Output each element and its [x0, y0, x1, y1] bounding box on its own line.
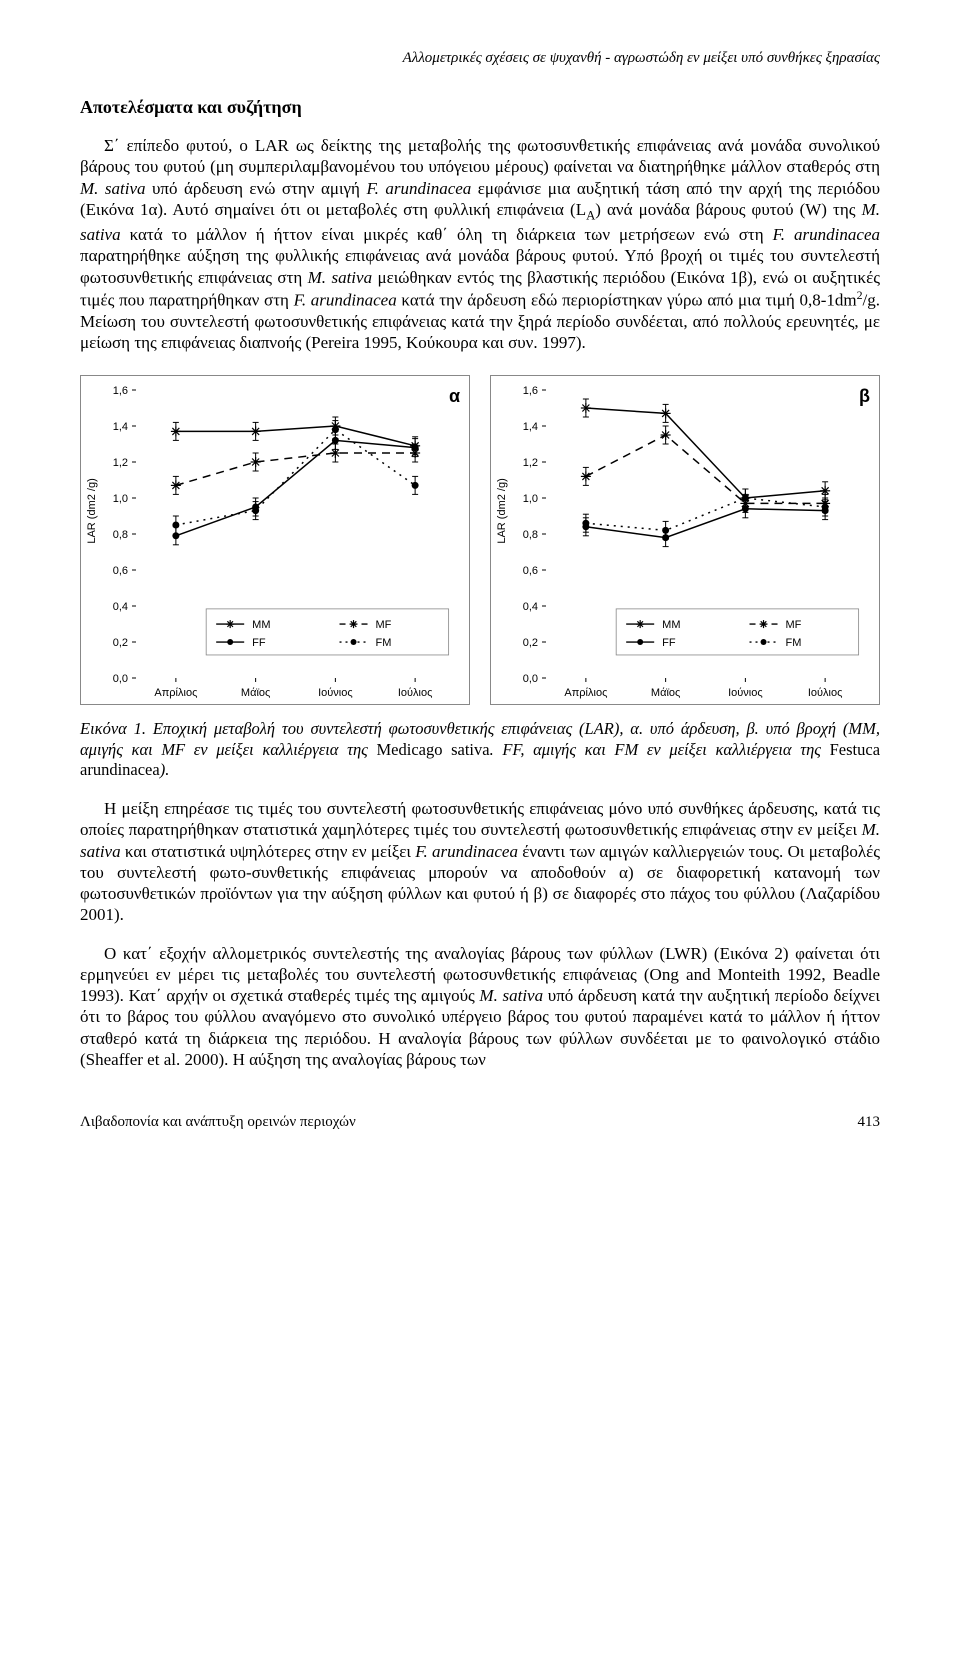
svg-text:0,4: 0,4 [523, 601, 538, 613]
running-head: Αλλομετρικές σχέσεις σε ψυχανθή - αγρωστ… [80, 50, 880, 67]
svg-text:1,0: 1,0 [113, 493, 128, 505]
section-title: Αποτελέσματα και συζήτηση [80, 97, 880, 118]
svg-text:0,4: 0,4 [113, 601, 128, 613]
svg-text:Ιούνιος: Ιούνιος [728, 687, 763, 699]
svg-text:0,2: 0,2 [523, 637, 538, 649]
svg-text:FF: FF [252, 637, 266, 649]
svg-text:FF: FF [662, 637, 676, 649]
figure-1-caption: Εικόνα 1. Εποχική μεταβολή του συντελεστ… [80, 719, 880, 781]
paragraph-3: Ο κατ΄ εξοχήν αλλομετρικός συντελεστής τ… [80, 943, 880, 1071]
svg-text:1,2: 1,2 [113, 457, 128, 469]
paragraph-1: Σ΄ επίπεδο φυτού, ο LAR ως δείκτης της μ… [80, 135, 880, 353]
cap-c: . FF, αμιγής και FM εν μείξει καλλιέργει… [490, 740, 830, 759]
p2-c: και στατιστικά υψηλότερες στην εν μείξει [121, 842, 416, 861]
p3-b: M. sativa [479, 986, 543, 1005]
svg-text:MM: MM [252, 619, 270, 631]
cap-e: ). [160, 760, 170, 779]
svg-text:Ιούλιος: Ιούλιος [808, 687, 843, 699]
chart-panel-a: 0,0 0,2 0,4 0,6 0,8 1,0 1,2 1,4 1,6 Απρίλιος Μάϊος… [80, 375, 470, 705]
svg-text:1,6: 1,6 [113, 385, 128, 397]
svg-text:1,0: 1,0 [523, 493, 538, 505]
svg-text:0,6: 0,6 [523, 565, 538, 577]
svg-text:MF: MF [376, 619, 392, 631]
p1-g: ) ανά μονάδα βάρους φυτού (W) της [595, 200, 861, 219]
p1-l: M. sativa [308, 268, 372, 287]
p1-n: F. arundinacea [294, 290, 397, 309]
svg-text:LAR (dm2 /g): LAR (dm2 /g) [86, 478, 98, 543]
footer-left: Λιβαδοπονία και ανάπτυξη ορεινών περιοχώ… [80, 1114, 356, 1131]
paragraph-2: Η μείξη επηρέασε τις τιμές του συντελεστ… [80, 798, 880, 926]
p1-b: M. sativa [80, 179, 146, 198]
p1-o: κατά την άρδευση εδώ περιορίστηκαν γύρω … [397, 290, 857, 309]
svg-text:Απρίλιος: Απρίλιος [154, 687, 197, 699]
svg-text:1,4: 1,4 [523, 421, 538, 433]
svg-text:FM: FM [786, 637, 802, 649]
svg-text:α: α [449, 386, 460, 406]
svg-text:1,6: 1,6 [523, 385, 538, 397]
svg-text:Ιούλιος: Ιούλιος [398, 687, 433, 699]
svg-text:0,8: 0,8 [113, 529, 128, 541]
p1-a: Σ΄ επίπεδο φυτού, ο LAR ως δείκτης της μ… [80, 136, 880, 176]
p1-d: F. arundinacea [366, 179, 471, 198]
charts-row: 0,0 0,2 0,4 0,6 0,8 1,0 1,2 1,4 1,6 Απρίλιος Μάϊος… [80, 375, 880, 705]
svg-text:1,4: 1,4 [113, 421, 128, 433]
svg-text:0,2: 0,2 [113, 637, 128, 649]
footer-page-number: 413 [858, 1114, 881, 1131]
chart-a-svg: 0,0 0,2 0,4 0,6 0,8 1,0 1,2 1,4 1,6 Απρίλιος Μάϊος… [81, 376, 471, 706]
chart-panel-b: 0,0 0,2 0,4 0,6 0,8 1,0 1,2 1,4 1,6 Απρίλιος Μάϊος… [490, 375, 880, 705]
svg-text:β: β [859, 386, 870, 406]
cap-b: Medicago sativa [377, 740, 490, 759]
p2-a: Η μείξη επηρέασε τις τιμές του συντελεστ… [80, 799, 880, 839]
p1-f: A [586, 208, 595, 222]
svg-text:0,6: 0,6 [113, 565, 128, 577]
p2-d: F. arundinacea [415, 842, 518, 861]
svg-text:Απρίλιος: Απρίλιος [564, 687, 607, 699]
svg-text:MM: MM [662, 619, 680, 631]
svg-text:Μάϊος: Μάϊος [241, 687, 270, 699]
page-footer: Λιβαδοπονία και ανάπτυξη ορεινών περιοχώ… [80, 1114, 880, 1131]
svg-text:FM: FM [376, 637, 392, 649]
p1-j: F. arundinacea [773, 225, 880, 244]
chart-b-svg: 0,0 0,2 0,4 0,6 0,8 1,0 1,2 1,4 1,6 Απρίλιος Μάϊος… [491, 376, 881, 706]
p1-c: υπό άρδευση ενώ στην αμιγή [146, 179, 367, 198]
svg-text:Ιούνιος: Ιούνιος [318, 687, 353, 699]
svg-text:MF: MF [786, 619, 802, 631]
svg-text:LAR (dm2 /g): LAR (dm2 /g) [496, 478, 508, 543]
p1-i: κατά το μάλλον ή ήττον είναι μικρές καθ΄… [121, 225, 773, 244]
svg-text:1,2: 1,2 [523, 457, 538, 469]
svg-text:0,0: 0,0 [113, 673, 128, 685]
svg-text:0,0: 0,0 [523, 673, 538, 685]
svg-text:Μάϊος: Μάϊος [651, 687, 680, 699]
svg-text:0,8: 0,8 [523, 529, 538, 541]
